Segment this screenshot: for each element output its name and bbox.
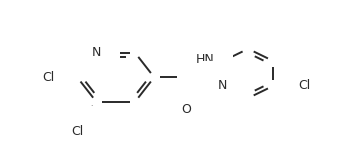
Text: N: N — [92, 46, 101, 59]
Text: HN: HN — [195, 53, 214, 66]
Text: N: N — [218, 79, 228, 92]
Text: O: O — [182, 103, 191, 116]
Text: Cl: Cl — [298, 79, 310, 92]
Text: Cl: Cl — [71, 125, 83, 138]
Text: Cl: Cl — [42, 71, 54, 84]
